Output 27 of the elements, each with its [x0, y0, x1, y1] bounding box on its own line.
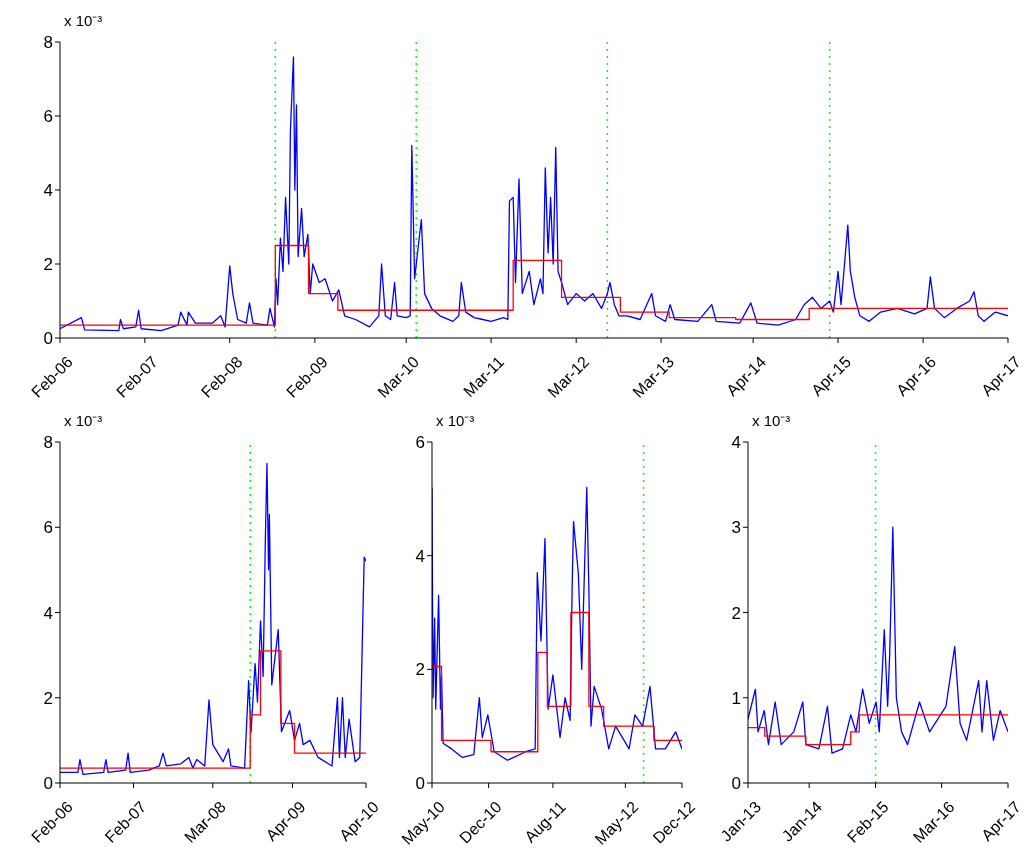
y-tick-label: 0	[43, 774, 53, 794]
y-tick-label: 6	[43, 518, 53, 538]
line-series	[432, 486, 682, 761]
y-tick-label: 1	[731, 688, 741, 708]
text: x 10⁻³	[436, 411, 475, 430]
y-tick-label: 0	[415, 774, 425, 794]
y-tick-label: 8	[43, 33, 53, 53]
line-series	[60, 462, 366, 776]
text: x 10⁻³	[752, 411, 791, 430]
y-tick-label: 4	[731, 433, 741, 453]
y-tick-label: 2	[731, 603, 741, 623]
y-tick-label: 2	[43, 255, 53, 275]
y-tick-label: 3	[731, 518, 741, 538]
y-tick-label: 4	[43, 181, 53, 201]
y-tick-label: 2	[43, 688, 53, 708]
y-tick-label: 6	[43, 107, 53, 127]
y-tick-label: 4	[415, 546, 425, 566]
y-tick-label: 4	[43, 603, 53, 623]
y-tick-label: 0	[43, 329, 53, 349]
y-tick-label: 8	[43, 433, 53, 453]
line-series	[60, 56, 1008, 332]
line-series	[748, 526, 1008, 754]
y-tick-label: 0	[731, 774, 741, 794]
y-tick-label: 6	[415, 433, 425, 453]
text: x 10⁻³	[64, 411, 103, 430]
y-tick-label: 2	[415, 660, 425, 680]
text: x 10⁻³	[64, 11, 103, 30]
